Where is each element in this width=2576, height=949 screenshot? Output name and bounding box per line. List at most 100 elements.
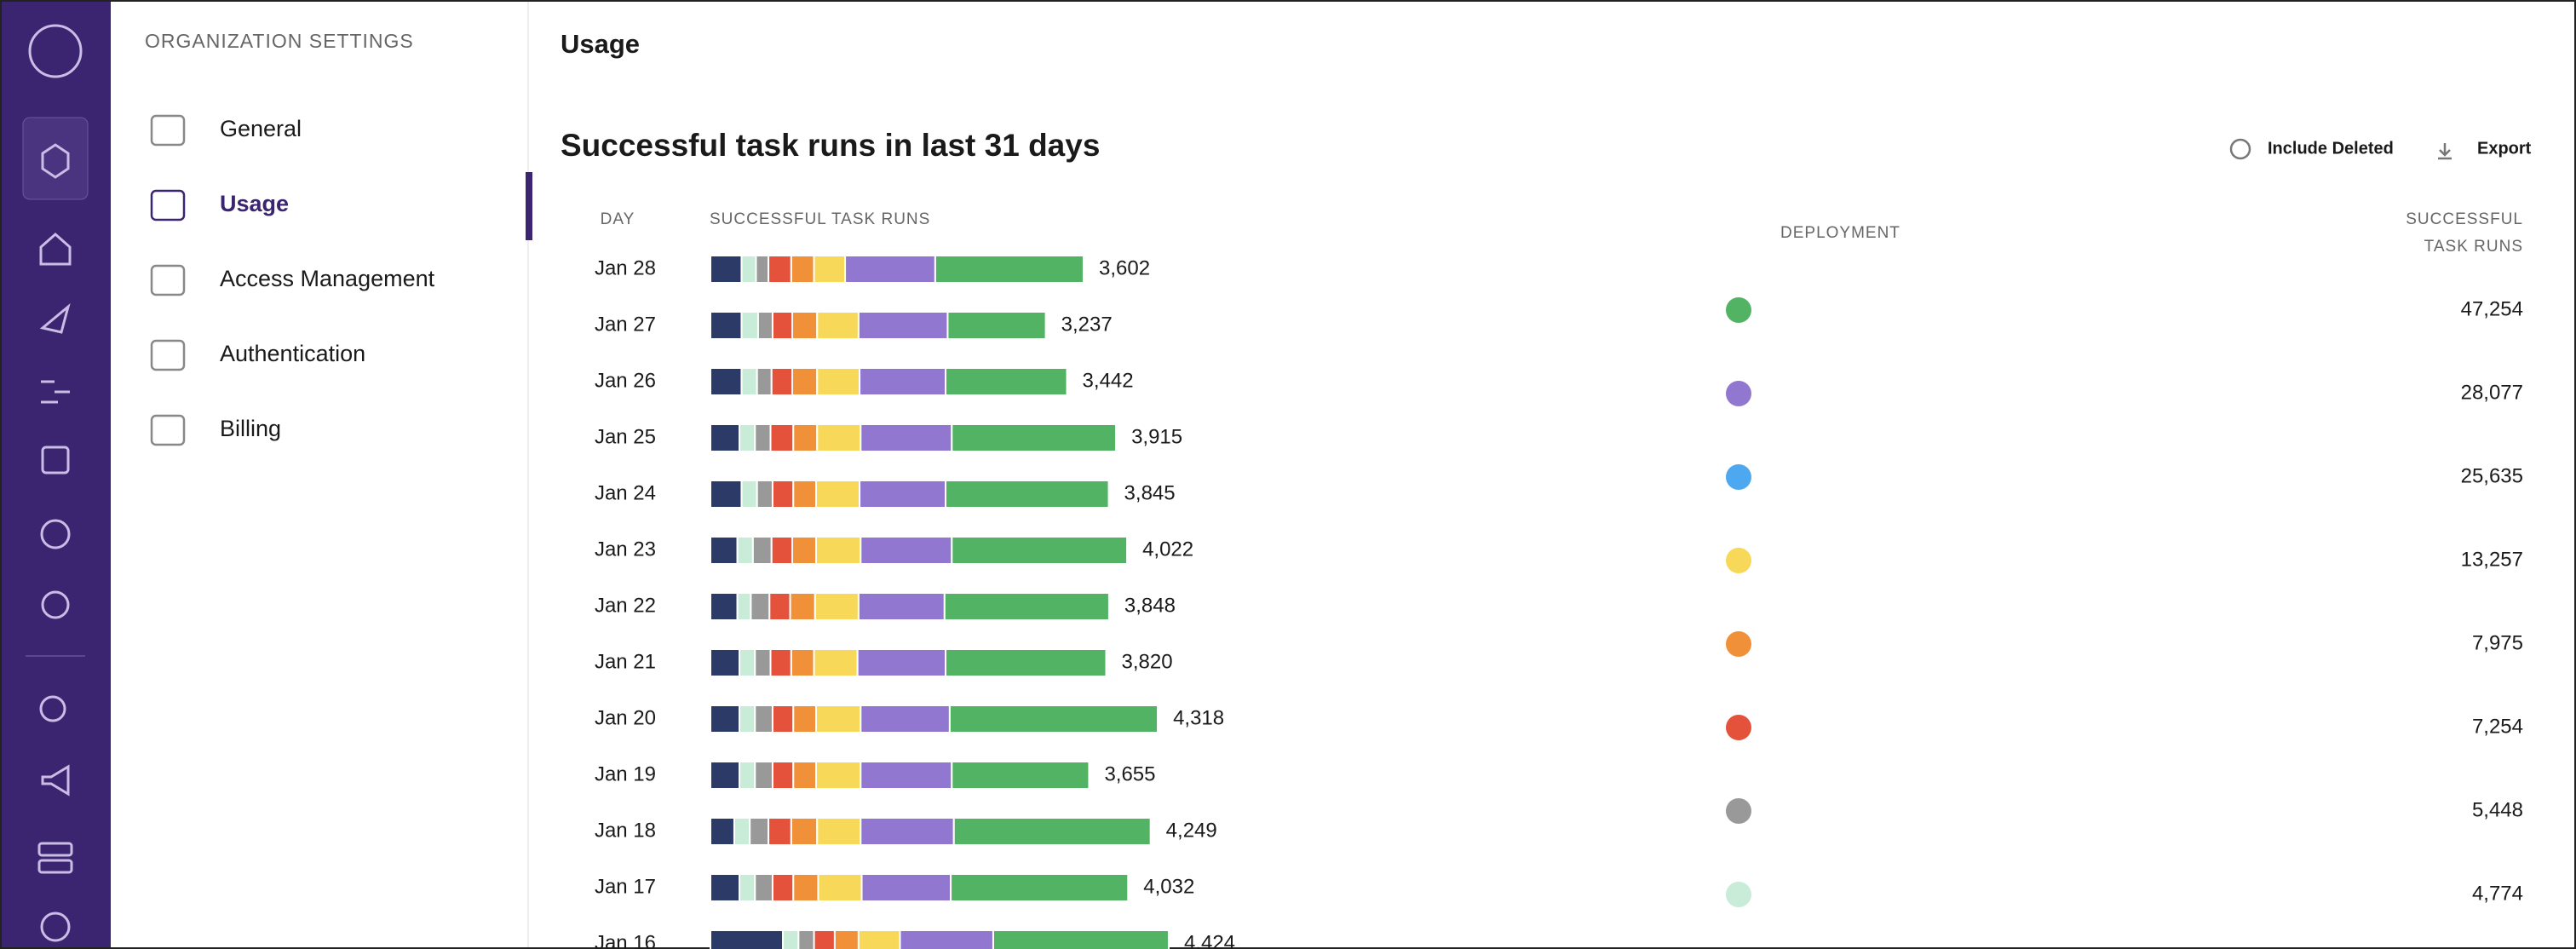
- nav-compass[interactable]: [40, 912, 71, 942]
- bar-segment[interactable]: [816, 311, 860, 340]
- deployment-dot[interactable]: [1726, 381, 1751, 406]
- bar-segment[interactable]: [815, 761, 862, 790]
- bar-segment[interactable]: [790, 255, 815, 284]
- bar-segment[interactable]: [755, 255, 770, 284]
- bar-segment[interactable]: [790, 817, 819, 846]
- bar-segment[interactable]: [768, 592, 791, 621]
- bar-segment[interactable]: [710, 817, 735, 846]
- deployment-dot[interactable]: [1726, 297, 1751, 323]
- bar-segment[interactable]: [792, 873, 819, 902]
- nav-settings[interactable]: [41, 590, 70, 619]
- bar-segment[interactable]: [791, 311, 819, 340]
- bar-segment[interactable]: [860, 817, 955, 846]
- bar-segment[interactable]: [710, 367, 743, 396]
- bar-segment[interactable]: [771, 705, 795, 733]
- deployment-dot[interactable]: [1726, 798, 1751, 824]
- bar-segment[interactable]: [815, 480, 861, 509]
- bar-segment[interactable]: [951, 423, 1118, 452]
- bar-segment[interactable]: [950, 873, 1130, 902]
- bar-segment[interactable]: [813, 255, 847, 284]
- bar-segment[interactable]: [768, 255, 792, 284]
- bar-segment[interactable]: [754, 705, 773, 733]
- menu-item[interactable]: Billing: [220, 416, 281, 441]
- bar-segment[interactable]: [771, 311, 794, 340]
- menu-item[interactable]: Usage: [220, 191, 289, 216]
- bar-segment[interactable]: [749, 817, 770, 846]
- bar-segment[interactable]: [857, 929, 901, 949]
- bar-segment[interactable]: [792, 705, 818, 733]
- bar-segment[interactable]: [899, 929, 994, 949]
- bar-segment[interactable]: [815, 705, 862, 733]
- bar-segment[interactable]: [770, 367, 794, 396]
- bar-segment[interactable]: [789, 592, 816, 621]
- bar-segment[interactable]: [992, 929, 1170, 949]
- bar-segment[interactable]: [813, 929, 836, 949]
- menu-icon[interactable]: [150, 189, 186, 221]
- bar-segment[interactable]: [860, 423, 953, 452]
- bar-segment[interactable]: [857, 592, 946, 621]
- bar-segment[interactable]: [815, 536, 862, 565]
- bar-segment[interactable]: [792, 423, 819, 452]
- bar-segment[interactable]: [816, 423, 862, 452]
- nav-deployments[interactable]: [41, 143, 70, 179]
- bar-segment[interactable]: [710, 536, 739, 565]
- nav-edit[interactable]: [41, 446, 70, 474]
- deployment-dot[interactable]: [1726, 631, 1751, 657]
- bar-segment[interactable]: [710, 873, 741, 902]
- menu-item[interactable]: General: [220, 116, 302, 141]
- bar-segment[interactable]: [771, 480, 795, 509]
- bar-segment[interactable]: [860, 873, 952, 902]
- bar-segment[interactable]: [769, 648, 792, 677]
- bar-segment[interactable]: [739, 873, 756, 902]
- bar-segment[interactable]: [750, 592, 771, 621]
- nav-launch[interactable]: [39, 302, 71, 334]
- nav-announce[interactable]: [41, 764, 70, 797]
- bar-segment[interactable]: [791, 536, 818, 565]
- bar-segment[interactable]: [945, 367, 1068, 396]
- bar-segment[interactable]: [816, 367, 861, 396]
- bar-segment[interactable]: [710, 648, 741, 677]
- menu-icon[interactable]: [150, 264, 186, 296]
- bar-segment[interactable]: [792, 480, 818, 509]
- bar-segment[interactable]: [813, 648, 859, 677]
- bar-segment[interactable]: [951, 761, 1090, 790]
- nav-globe[interactable]: [40, 519, 71, 549]
- bar-segment[interactable]: [860, 536, 953, 565]
- menu-icon[interactable]: [150, 114, 186, 147]
- bar-segment[interactable]: [756, 311, 773, 340]
- bar-segment[interactable]: [946, 311, 1047, 340]
- bar-segment[interactable]: [771, 761, 795, 790]
- bar-segment[interactable]: [844, 255, 936, 284]
- menu-item[interactable]: Authentication: [220, 341, 365, 366]
- bar-segment[interactable]: [736, 592, 752, 621]
- bar-segment[interactable]: [814, 592, 860, 621]
- deployment-dot[interactable]: [1726, 882, 1751, 907]
- bar-segment[interactable]: [740, 367, 758, 396]
- bar-segment[interactable]: [797, 929, 815, 949]
- bar-segment[interactable]: [833, 929, 860, 949]
- bar-segment[interactable]: [790, 648, 815, 677]
- include-deleted-button[interactable]: Include Deleted: [2268, 139, 2394, 158]
- nav-search[interactable]: [39, 695, 66, 722]
- bar-segment[interactable]: [756, 480, 773, 509]
- bar-segment[interactable]: [934, 255, 1085, 284]
- bar-segment[interactable]: [736, 536, 754, 565]
- bar-segment[interactable]: [857, 311, 949, 340]
- nav-flows[interactable]: [41, 380, 70, 404]
- menu-icon[interactable]: [150, 339, 186, 371]
- bar-segment[interactable]: [710, 480, 743, 509]
- bar-segment[interactable]: [739, 648, 756, 677]
- bar-segment[interactable]: [754, 648, 772, 677]
- bar-segment[interactable]: [754, 761, 773, 790]
- bar-segment[interactable]: [945, 480, 1110, 509]
- bar-segment[interactable]: [710, 255, 743, 284]
- bar-segment[interactable]: [710, 592, 739, 621]
- bar-segment[interactable]: [770, 536, 794, 565]
- bar-segment[interactable]: [943, 592, 1110, 621]
- bar-segment[interactable]: [756, 367, 773, 396]
- nav-stack[interactable]: [37, 842, 73, 857]
- menu-icon[interactable]: [150, 414, 186, 446]
- bar-segment[interactable]: [948, 705, 1159, 733]
- bar-segment[interactable]: [816, 817, 862, 846]
- deployment-dot[interactable]: [1726, 548, 1751, 573]
